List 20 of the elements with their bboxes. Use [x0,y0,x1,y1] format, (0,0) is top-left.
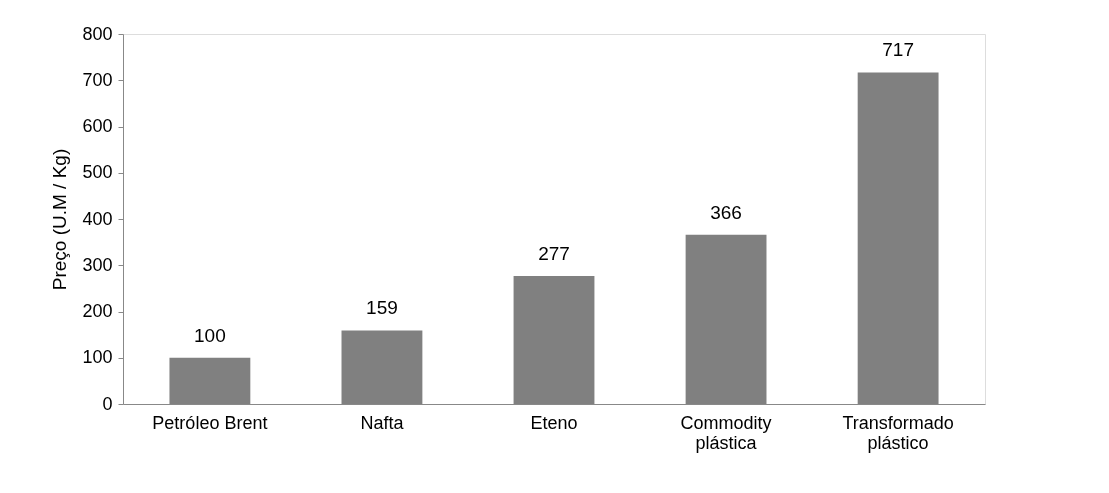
x-tick-label: Eteno [530,412,578,433]
data-label: 717 [882,39,914,61]
y-tick-label: 200 [82,301,113,321]
y-tick-label: 0 [102,393,113,414]
x-tick-label: Commodity plástica [680,412,772,453]
y-tick-label: 300 [82,254,113,275]
x-tick-label: Petróleo Brent [152,412,268,433]
y-tick-label: 500 [82,162,113,183]
data-label: 100 [194,324,226,346]
data-label: 159 [366,297,398,319]
y-tick-label: 600 [82,116,113,136]
y-tick-label: 700 [82,69,113,90]
y-axis-title: Preço (U.M / Kg) [49,148,71,291]
y-tick-label: 100 [82,347,113,368]
data-label: 366 [710,201,742,223]
x-tick-label: Nafta [360,412,405,433]
y-tick-label: 400 [82,208,113,229]
y-tick-label: 800 [82,23,113,44]
data-label: 277 [538,242,570,264]
x-tick-label: Transformado plástico [842,412,954,453]
